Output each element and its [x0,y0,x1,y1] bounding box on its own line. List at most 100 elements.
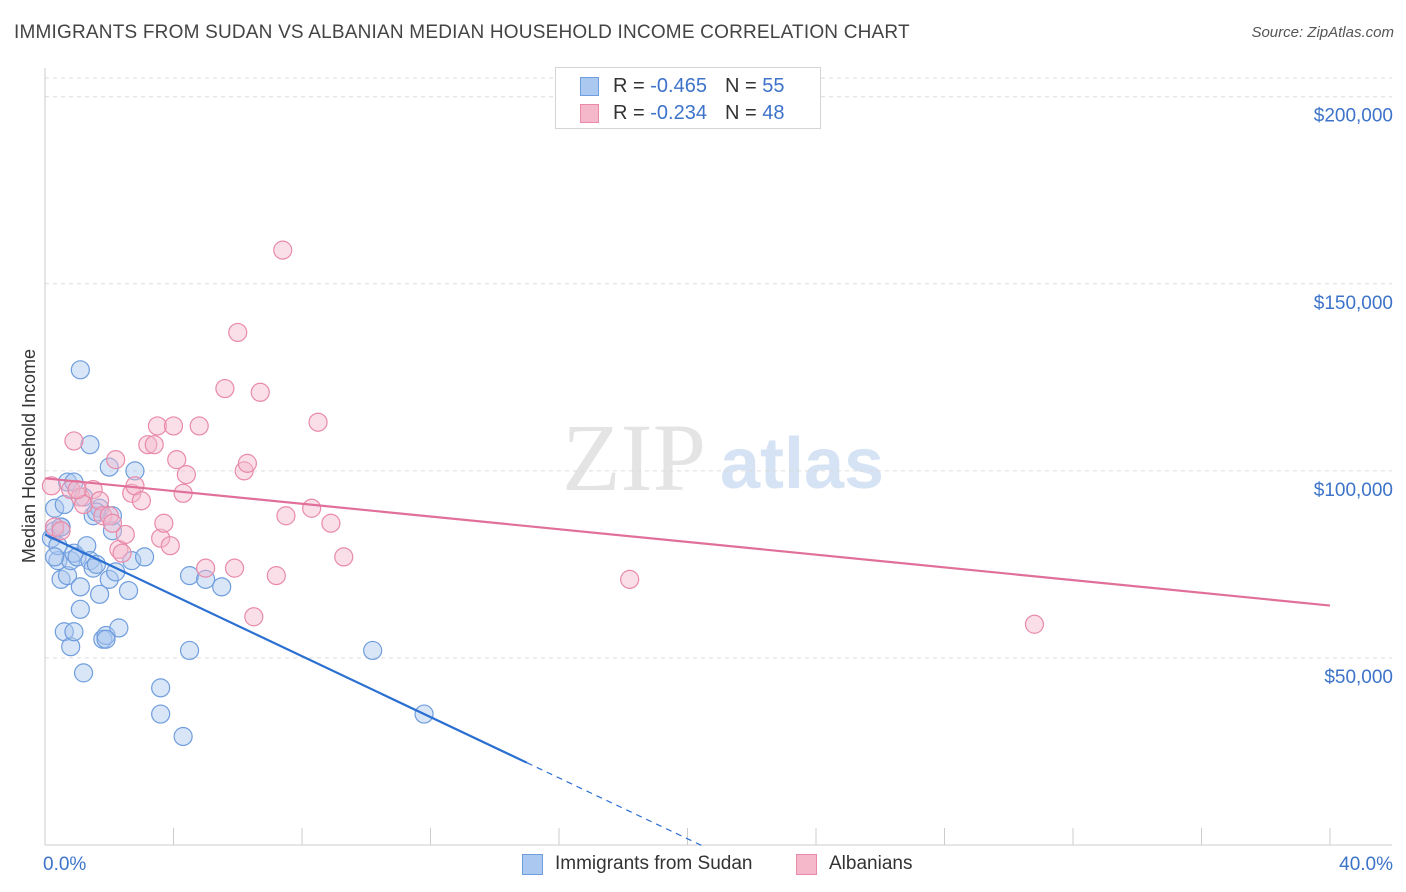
y-tick-label: $100,000 [1314,480,1393,501]
point-albanians [147,416,168,436]
point-albanians [250,382,270,402]
point-sudan [61,637,81,657]
point-albanians [167,450,187,470]
point-albanians [115,524,135,545]
legend-row-albanians: R = -0.234 N = 48 [580,100,784,126]
n-value: 55 [762,74,785,97]
point-albanians [1024,614,1045,634]
point-sudan [70,577,90,597]
point-albanians [273,240,293,260]
point-sudan [80,435,100,455]
y-tick-label: $150,000 [1314,293,1393,314]
trendline-sudan [44,533,528,764]
legend-swatch-albanians [580,103,599,123]
point-albanians [67,479,87,500]
point-albanians [151,528,171,548]
bottom-legend-albanians: Albanians [796,852,912,876]
bottom-legend-swatch-sudan [522,853,543,875]
point-albanians [64,431,84,451]
chart-title: IMMIGRANTS FROM SUDAN VS ALBANIAN MEDIAN… [14,22,910,43]
point-sudan [125,461,145,481]
point-albanians [244,607,264,627]
point-albanians [176,464,196,485]
point-sudan [99,569,119,589]
point-albanians [83,479,103,500]
point-sudan [90,584,110,604]
trendline-albanians [44,477,1331,607]
bottom-legend-sudan: Immigrants from Sudan [522,852,752,876]
point-sudan [151,678,171,698]
point-albanians [308,412,328,432]
legend-swatch-sudan [580,76,599,96]
r-value: -0.234 [650,101,707,124]
point-sudan [179,640,200,661]
point-sudan [173,726,193,747]
point-albanians [160,536,180,556]
point-albanians [224,558,245,578]
point-sudan [134,547,155,567]
point-sudan [83,558,103,578]
point-albanians [237,453,257,473]
point-albanians [144,435,164,455]
legend-row-sudan: R = -0.465 N = 55 [580,73,784,99]
bottom-legend-label-sudan: Immigrants from Sudan [555,853,753,874]
point-sudan [96,629,116,649]
source-label: Source: ZipAtlas.com [1251,24,1394,41]
point-sudan [45,498,65,518]
y-tick-label: $200,000 [1314,106,1393,127]
point-sudan [73,663,94,683]
r-value: -0.465 [650,74,707,97]
point-albanians [102,513,123,533]
n-value: 48 [762,101,785,124]
x-tick-label: 40.0% [1339,854,1393,875]
point-sudan [70,599,90,619]
point-sudan [45,547,65,567]
point-sudan [179,566,200,586]
point-albanians [51,521,71,541]
r-label: R = [613,74,645,97]
x-tick-label: 0.0% [43,854,86,875]
y-axis-title: Median Household Income [19,349,39,563]
point-albanians [154,513,174,533]
point-sudan [151,704,171,724]
point-albanians [138,435,158,455]
point-albanians [196,558,216,578]
point-sudan [122,551,142,571]
point-albanians [302,498,322,518]
n-label: N = [724,101,757,124]
watermark-atlas: atlas [720,424,884,504]
point-albanians [163,416,184,436]
n-label: N = [724,74,757,97]
point-albanians [106,450,126,470]
point-sudan [99,457,119,477]
trendline-sudan-extension [526,762,704,847]
point-albanians [131,491,151,511]
point-albanians [93,506,113,526]
point-sudan [196,569,216,589]
point-albanians [276,506,296,526]
point-sudan [57,566,78,586]
point-sudan [363,640,383,661]
bottom-legend-label-albanians: Albanians [829,853,913,874]
bottom-legend-swatch-albanians [796,853,817,875]
point-albanians [41,476,62,496]
point-albanians [228,322,248,343]
watermark-zip: ZIP [562,404,706,511]
point-albanians [620,569,640,589]
point-sudan [70,360,90,380]
point-sudan [212,577,232,597]
point-albanians [90,491,110,511]
point-sudan [102,521,123,541]
point-albanians [266,566,286,586]
y-tick-label: $50,000 [1324,667,1393,688]
point-albanians [334,547,354,567]
point-sudan [64,622,84,642]
point-sudan [118,580,139,601]
point-sudan [109,618,129,638]
point-albanians [189,416,209,436]
point-albanians [112,543,132,563]
r-label: R = [613,101,645,124]
correlation-legend: R = -0.465 N = 55 R = -0.234 N = 48 [555,67,821,129]
point-albanians [321,513,341,533]
